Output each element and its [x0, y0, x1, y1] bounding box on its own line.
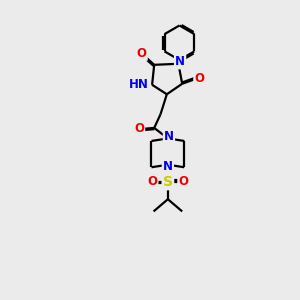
Text: N: N: [163, 160, 173, 173]
Text: O: O: [178, 176, 188, 188]
Text: O: O: [194, 72, 204, 85]
Text: S: S: [163, 175, 173, 189]
Text: O: O: [134, 122, 144, 136]
Text: O: O: [147, 176, 157, 188]
Text: HN: HN: [129, 78, 149, 91]
Text: N: N: [175, 55, 185, 68]
Text: O: O: [136, 47, 147, 60]
Text: N: N: [164, 130, 174, 143]
